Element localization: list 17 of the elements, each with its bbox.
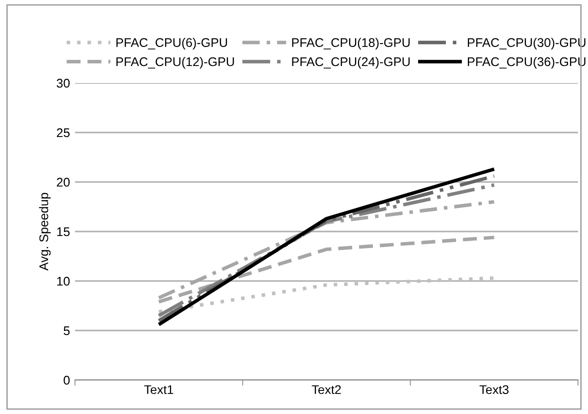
legend-label: PFAC_CPU(30)-GPU [468, 38, 586, 50]
y-tick-label: 0 [64, 376, 70, 385]
legend-label: PFAC_CPU(24)-GPU [292, 56, 410, 69]
legend-label: PFAC_CPU(36)-GPU [468, 56, 586, 69]
x-tick-label: Text2 [312, 385, 341, 394]
y-tick-label: 10 [57, 276, 70, 286]
legend-label: PFAC_CPU(12)-GPU [116, 56, 234, 69]
y-axis-title: Avg. Speedup [39, 192, 51, 271]
y-tick-label: 25 [56, 128, 70, 138]
y-tick-label: 20 [56, 178, 70, 187]
y-tick-label: 5 [64, 326, 70, 336]
x-tick-label: Text1 [144, 385, 174, 394]
y-tick-label: 30 [56, 78, 70, 88]
legend-label: PFAC_CPU(18)-GPU [292, 38, 410, 50]
legend-label: PFAC_CPU(6)-GPU [116, 38, 227, 50]
y-tick-label: 15 [57, 227, 70, 236]
x-tick-label: Text3 [480, 385, 509, 394]
